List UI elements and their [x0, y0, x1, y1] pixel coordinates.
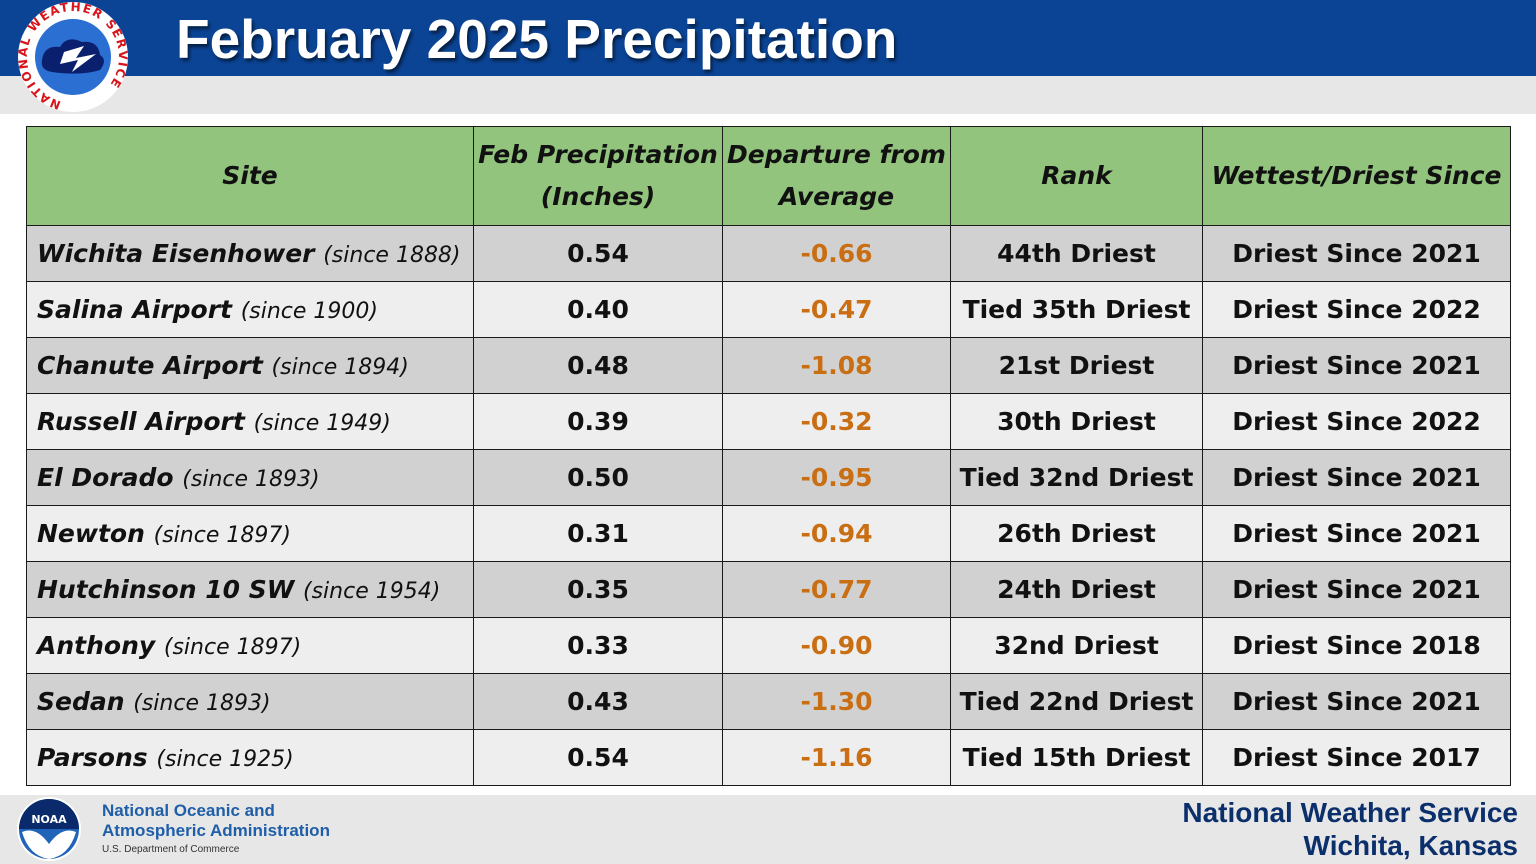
site-name: Hutchinson 10 SW	[37, 575, 295, 604]
rank-cell: 32nd Driest	[950, 617, 1203, 674]
header-band	[0, 0, 1536, 76]
site-record-start: (since 1925)	[156, 747, 294, 772]
site-record-start: (since 1900)	[240, 299, 378, 324]
page-title: February 2025 Precipitation	[176, 8, 898, 70]
rank-cell: 26th Driest	[950, 505, 1203, 562]
precip-cell: 0.35	[473, 561, 723, 618]
site-name: Parsons	[37, 743, 148, 772]
table-row: Salina Airport (since 1900) 0.40 -0.47 T…	[26, 281, 1511, 338]
table-row: Sedan (since 1893) 0.43 -1.30 Tied 22nd …	[26, 673, 1511, 730]
site-name: Anthony	[37, 631, 156, 660]
site-cell: Chanute Airport (since 1894)	[26, 337, 474, 394]
departure-cell: -1.16	[722, 729, 951, 786]
office-name: National Weather Service	[1182, 797, 1518, 828]
table-row: El Dorado (since 1893) 0.50 -0.95 Tied 3…	[26, 449, 1511, 506]
site-record-start: (since 1893)	[182, 467, 320, 492]
rank-cell: Tied 32nd Driest	[950, 449, 1203, 506]
rank-cell: 44th Driest	[950, 225, 1203, 282]
precip-cell: 0.50	[473, 449, 723, 506]
since-cell: Driest Since 2018	[1202, 617, 1511, 674]
departure-cell: -0.32	[722, 393, 951, 450]
departure-cell: -0.94	[722, 505, 951, 562]
column-header-site: Site	[26, 126, 474, 226]
nws-logo: NATIONAL WEATHER SERVICE	[16, 0, 129, 112]
site-name: Salina Airport	[37, 295, 232, 324]
table-row: Anthony (since 1897) 0.33 -0.90 32nd Dri…	[26, 617, 1511, 674]
table-header-row: Site Feb Precipitation (Inches) Departur…	[26, 126, 1511, 226]
precip-cell: 0.48	[473, 337, 723, 394]
column-header-rank: Rank	[950, 126, 1203, 226]
rank-cell: 21st Driest	[950, 337, 1203, 394]
departure-cell: -0.90	[722, 617, 951, 674]
table-row: Hutchinson 10 SW (since 1954) 0.35 -0.77…	[26, 561, 1511, 618]
site-cell: Russell Airport (since 1949)	[26, 393, 474, 450]
column-header-departure: Departure from Average	[722, 126, 951, 226]
departure-cell: -1.08	[722, 337, 951, 394]
table-row: Parsons (since 1925) 0.54 -1.16 Tied 15t…	[26, 729, 1511, 786]
departure-cell: -0.47	[722, 281, 951, 338]
since-cell: Driest Since 2021	[1202, 561, 1511, 618]
rank-cell: Tied 35th Driest	[950, 281, 1203, 338]
precip-cell: 0.33	[473, 617, 723, 674]
since-cell: Driest Since 2021	[1202, 449, 1511, 506]
rank-cell: 30th Driest	[950, 393, 1203, 450]
site-record-start: (since 1949)	[253, 411, 391, 436]
since-cell: Driest Since 2021	[1202, 673, 1511, 730]
rank-cell: Tied 22nd Driest	[950, 673, 1203, 730]
since-cell: Driest Since 2021	[1202, 225, 1511, 282]
noaa-logo: NOAA	[17, 797, 81, 861]
site-record-start: (since 1893)	[133, 691, 271, 716]
since-cell: Driest Since 2022	[1202, 281, 1511, 338]
since-cell: Driest Since 2021	[1202, 337, 1511, 394]
site-cell: Salina Airport (since 1900)	[26, 281, 474, 338]
site-cell: Parsons (since 1925)	[26, 729, 474, 786]
precip-cell: 0.31	[473, 505, 723, 562]
header-gray-strip	[0, 76, 1536, 114]
rank-cell: 24th Driest	[950, 561, 1203, 618]
site-name: Russell Airport	[37, 407, 245, 436]
precip-cell: 0.40	[473, 281, 723, 338]
site-cell: Wichita Eisenhower (since 1888)	[26, 225, 474, 282]
precip-cell: 0.43	[473, 673, 723, 730]
site-record-start: (since 1897)	[153, 523, 291, 548]
site-cell: El Dorado (since 1893)	[26, 449, 474, 506]
departure-cell: -0.95	[722, 449, 951, 506]
site-record-start: (since 1888)	[323, 243, 461, 268]
precipitation-table: Site Feb Precipitation (Inches) Departur…	[26, 126, 1511, 786]
site-cell: Sedan (since 1893)	[26, 673, 474, 730]
site-record-start: (since 1897)	[163, 635, 302, 660]
noaa-department: U.S. Department of Commerce	[102, 844, 240, 855]
noaa-name-line1: National Oceanic and	[102, 801, 275, 820]
site-record-start: (since 1894)	[271, 355, 409, 380]
noaa-name-line2: Atmospheric Administration	[102, 821, 330, 840]
site-name: Sedan	[37, 687, 125, 716]
site-name: El Dorado	[37, 463, 174, 492]
table-row: Newton (since 1897) 0.31 -0.94 26th Drie…	[26, 505, 1511, 562]
noaa-logo-text: NOAA	[31, 813, 67, 826]
precip-cell: 0.39	[473, 393, 723, 450]
precip-cell: 0.54	[473, 729, 723, 786]
column-header-since: Wettest/Driest Since	[1202, 126, 1511, 226]
since-cell: Driest Since 2021	[1202, 505, 1511, 562]
precip-cell: 0.54	[473, 225, 723, 282]
departure-cell: -0.77	[722, 561, 951, 618]
site-record-start: (since 1954)	[303, 579, 441, 604]
table-row: Chanute Airport (since 1894) 0.48 -1.08 …	[26, 337, 1511, 394]
departure-cell: -1.30	[722, 673, 951, 730]
site-name: Newton	[37, 519, 145, 548]
site-cell: Newton (since 1897)	[26, 505, 474, 562]
table-row: Wichita Eisenhower (since 1888) 0.54 -0.…	[26, 225, 1511, 282]
site-name: Chanute Airport	[37, 351, 263, 380]
site-cell: Hutchinson 10 SW (since 1954)	[26, 561, 474, 618]
departure-cell: -0.66	[722, 225, 951, 282]
rank-cell: Tied 15th Driest	[950, 729, 1203, 786]
office-location: Wichita, Kansas	[1303, 830, 1518, 861]
footer-band	[0, 795, 1536, 864]
site-name: Wichita Eisenhower	[37, 239, 315, 268]
table-row: Russell Airport (since 1949) 0.39 -0.32 …	[26, 393, 1511, 450]
since-cell: Driest Since 2017	[1202, 729, 1511, 786]
since-cell: Driest Since 2022	[1202, 393, 1511, 450]
column-header-precipitation: Feb Precipitation (Inches)	[473, 126, 723, 226]
site-cell: Anthony (since 1897)	[26, 617, 474, 674]
